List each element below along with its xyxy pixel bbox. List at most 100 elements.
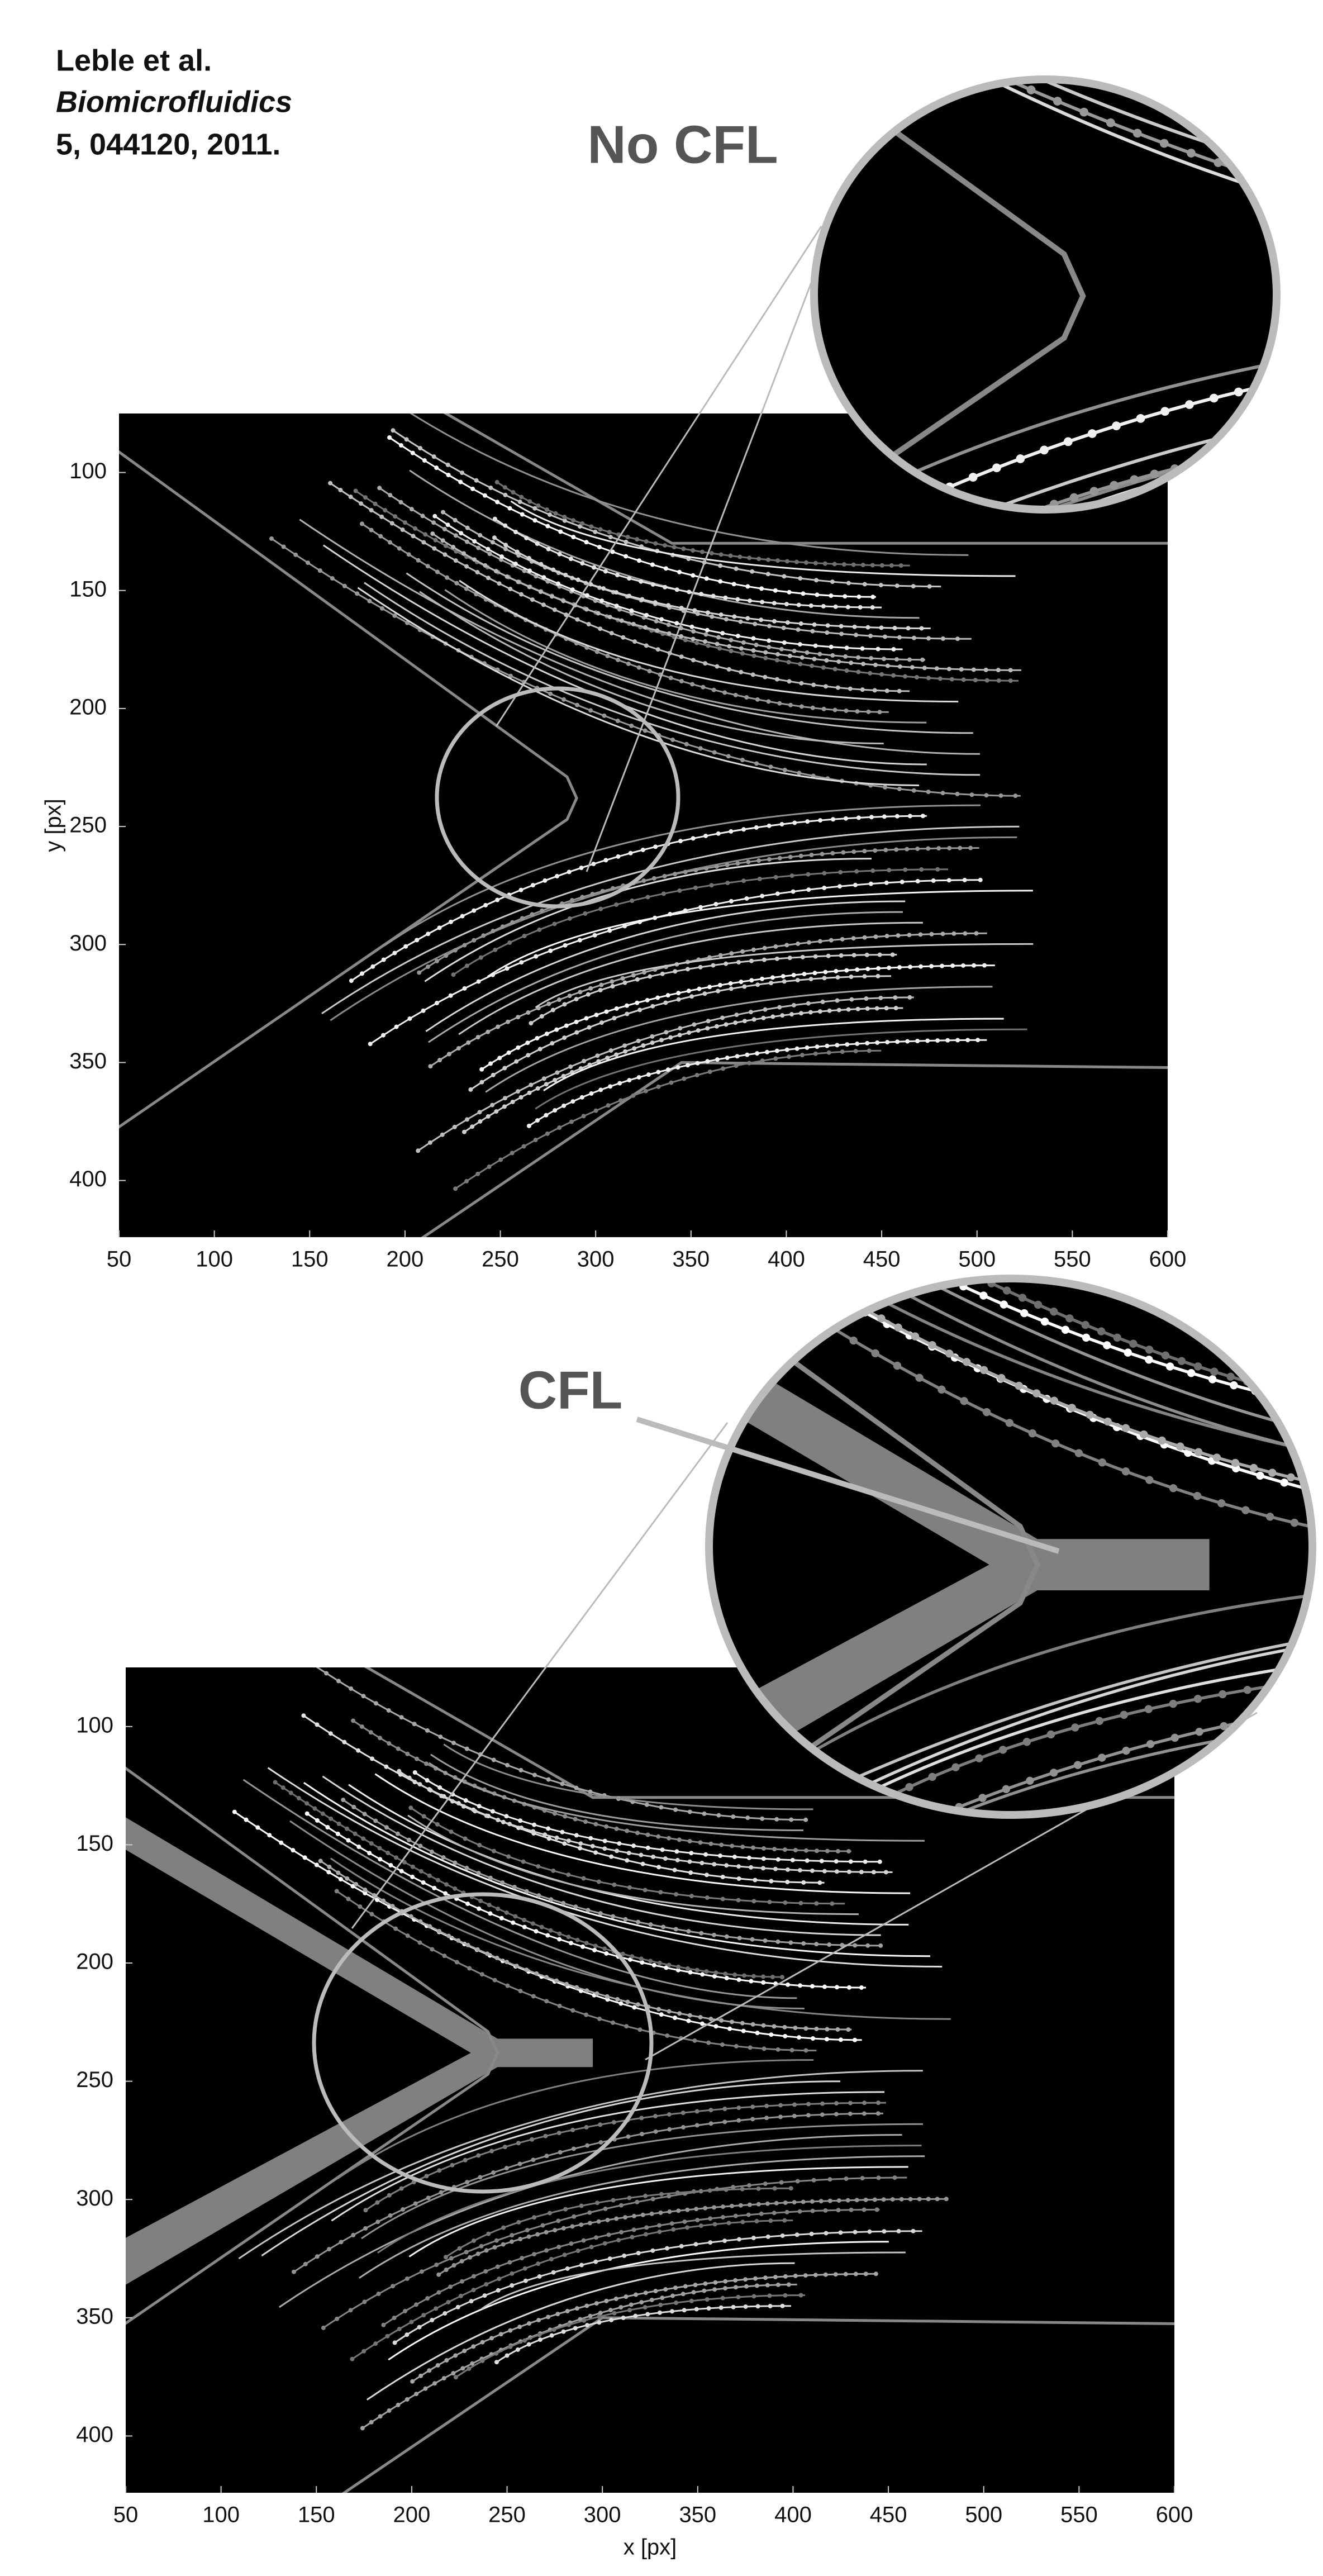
streakline — [429, 1762, 925, 1842]
citation-journal: Biomicrofluidics — [56, 85, 292, 118]
channel-wall — [341, 2316, 1174, 2493]
streakline — [369, 879, 981, 1045]
x-tick-label: 200 — [387, 1247, 424, 1272]
streakline — [271, 538, 1021, 797]
y-tick-label: 250 — [69, 813, 107, 838]
channel-wall — [443, 414, 1168, 545]
streak-particles — [462, 1006, 906, 1134]
streakline — [303, 1714, 825, 1884]
streakline — [374, 1773, 911, 1894]
streakline — [814, 79, 1277, 293]
streakline — [357, 587, 920, 786]
cell-free-layer — [709, 1279, 1210, 1815]
streakline — [322, 544, 927, 766]
streakline — [444, 589, 927, 724]
streakline — [336, 2059, 814, 2180]
streakline — [261, 2080, 841, 2257]
streakline — [481, 964, 995, 1071]
x-tick-label: 150 — [298, 2503, 335, 2527]
y-tick-label: 350 — [76, 2304, 113, 2328]
streakline — [434, 515, 903, 650]
zoom-region — [435, 686, 680, 909]
streakline — [414, 1771, 881, 1863]
streakline — [709, 1279, 1312, 1449]
streak-particles — [416, 995, 916, 1153]
plot-background — [119, 414, 1168, 1237]
streakline — [535, 943, 1034, 1009]
channel-wall — [126, 1766, 499, 2325]
streak-particles — [453, 1048, 884, 1191]
panel-label: CFL — [518, 1360, 623, 1420]
streak-particles — [349, 814, 929, 983]
streakline — [803, 0, 1323, 2]
streakline — [364, 582, 981, 776]
y-tick-label: 100 — [76, 1713, 113, 1737]
streakline — [322, 1775, 881, 1936]
x-tick-label: 350 — [672, 1247, 710, 1272]
zoom-connector — [495, 226, 822, 727]
streakline — [709, 1595, 1312, 1815]
streak-particles — [803, 0, 1323, 2]
streak-particles — [318, 1859, 854, 2032]
streakline — [419, 591, 884, 745]
x-tick-label: 50 — [113, 2503, 139, 2527]
cfl-pointer — [636, 1417, 1060, 1554]
streakline — [409, 469, 920, 619]
streak-particles — [360, 521, 891, 715]
streakline — [535, 1028, 1027, 1110]
citation-authors: Leble et al. — [56, 44, 212, 77]
streak-particles — [321, 2175, 910, 2330]
x-axis-label: x [px] — [624, 2535, 677, 2560]
y-tick-label: 150 — [69, 577, 107, 601]
streakline — [366, 2262, 795, 2401]
streakline — [496, 481, 910, 567]
x-tick-label: 300 — [584, 2503, 621, 2527]
zoom-connector — [351, 1422, 729, 1929]
streakline — [406, 572, 973, 734]
x-tick-label: 600 — [1149, 1247, 1187, 1272]
x-tick-label: 600 — [1156, 2503, 1193, 2527]
streak-particles — [814, 326, 1277, 510]
streakline — [510, 500, 1016, 577]
streak-particles — [292, 2111, 886, 2274]
streakline — [234, 1811, 862, 2041]
streak-particles — [529, 952, 900, 1026]
citation-volume: 5, 044120, 2011. — [56, 127, 280, 161]
streakline — [407, 1814, 859, 1916]
streakline — [709, 1279, 1312, 1543]
streak-particles — [492, 516, 884, 610]
streakline — [453, 868, 949, 976]
streak-particles — [430, 531, 1024, 673]
streakline — [455, 2294, 805, 2378]
streak-particles — [814, 79, 1277, 89]
zoom-frame — [705, 1275, 1316, 1819]
x-tick-label: 550 — [1054, 1247, 1091, 1272]
streak-particles — [363, 2100, 888, 2213]
streakline — [377, 2145, 922, 2254]
streak-particles — [694, 0, 1323, 23]
streak-particles — [417, 845, 982, 975]
x-tick-label: 550 — [1060, 2503, 1098, 2527]
image-content — [126, 1667, 1174, 2493]
x-tick-label: 50 — [107, 1247, 132, 1272]
zoom-region — [312, 1892, 654, 2194]
streak-particles — [392, 2228, 925, 2345]
x-tick-label: 250 — [482, 1247, 519, 1272]
streakline — [814, 350, 1277, 510]
streakline — [694, 0, 1323, 23]
x-tick-label: 450 — [870, 2503, 907, 2527]
x-tick-label: 500 — [958, 1247, 996, 1272]
streakline — [408, 2166, 908, 2257]
y-axis-label: y [px] — [41, 799, 66, 852]
x-tick-label: 150 — [291, 1247, 329, 1272]
streakline — [321, 825, 1020, 1015]
y-tick-label: 300 — [76, 2186, 113, 2211]
x-tick-label: 400 — [774, 2503, 812, 2527]
streakline — [814, 79, 1277, 87]
streakline — [361, 2123, 924, 2240]
y-tick-label: 400 — [69, 1167, 107, 1191]
y-tick-label: 350 — [69, 1049, 107, 1073]
streakline — [709, 1614, 1312, 1815]
cell-free-layer — [126, 1817, 593, 2285]
